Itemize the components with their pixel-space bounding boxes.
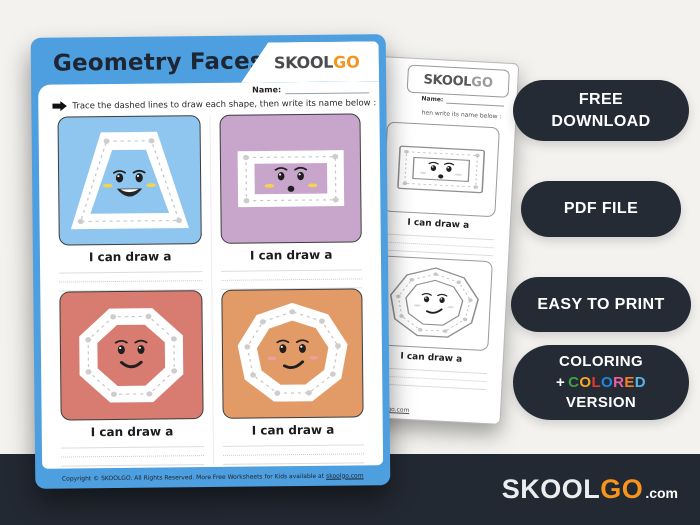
writing-lines: [60, 446, 204, 467]
caption-nonagon: I can draw a: [251, 422, 335, 438]
instruction-row: Trace the dashed lines to draw each shap…: [52, 97, 377, 112]
worksheet-preview-back: SKOOL GO Name: hen write its name below :: [228, 49, 520, 425]
cell-rectangle: I can draw a: [208, 113, 372, 290]
skoolgo-logo-part1: SKOOL: [273, 52, 334, 72]
back-caption-nonagon: I can draw a: [400, 351, 463, 365]
shape-card-nonagon: [220, 288, 364, 419]
shape-card-rectangle: [218, 113, 362, 244]
badge-easy-to-print: EASY TO PRINT: [511, 276, 691, 333]
footer-logo-suffix: .com: [645, 485, 678, 501]
name-label: Name:: [252, 85, 282, 95]
nonagon-shape: [237, 302, 348, 402]
back-instruction-text: hen write its name below :: [421, 109, 502, 121]
worksheet-preview-front: Geometry Faces SKOOL GO Name: Trace the d…: [30, 34, 391, 489]
worksheet-logo-tab: SKOOL GO: [241, 41, 379, 82]
rectangle-shape: [237, 150, 344, 208]
trapezoid-shape: [70, 131, 189, 230]
cell-octagon: I can draw a: [50, 290, 212, 467]
back-card-rectangle: [382, 121, 500, 218]
skoolgo-logo: SKOOL GO: [274, 52, 360, 72]
back-card-nonagon: [375, 255, 493, 352]
colored-word: COLORED: [568, 373, 646, 391]
back-name-line: [446, 96, 505, 107]
back-writing-lines: [373, 367, 488, 391]
shape-card-octagon: [59, 290, 204, 421]
name-line: [285, 84, 370, 95]
name-field: Name:: [252, 84, 370, 95]
badge-pdf-file: PDF FILE: [521, 181, 681, 237]
shape-card-trapezoid: [57, 115, 202, 246]
back-caption-rectangle: I can draw a: [407, 217, 470, 231]
writing-lines: [222, 444, 365, 465]
back-logo-tab: SKOOL GO: [406, 64, 510, 98]
octagon-shape: [79, 308, 184, 403]
back-cell-rectangle: I can draw a: [373, 121, 507, 261]
skoolgo-com-logo: SKOOL GO .com: [502, 474, 678, 505]
back-writing-lines: [380, 233, 495, 257]
skoolgo-logo-part2: GO: [333, 51, 360, 72]
writing-lines: [220, 269, 363, 290]
feature-badges: FREE DOWNLOAD PDF FILE EASY TO PRINT COL…: [506, 80, 696, 421]
card-grid: I can draw a: [48, 113, 374, 467]
nonagon-outline-shape: [389, 267, 479, 338]
footer-logo-part1: SKOOL: [501, 474, 601, 504]
back-card-grid: I can draw a: [239, 115, 507, 396]
caption-trapezoid: I can draw a: [88, 249, 172, 265]
plus-sign: +: [555, 373, 566, 391]
copyright-link: skoolgo.com: [326, 471, 364, 480]
rectangle-outline-shape: [397, 145, 486, 194]
caption-octagon: I can draw a: [90, 424, 174, 440]
worksheet-title: Geometry Faces: [52, 48, 264, 77]
instruction-text: Trace the dashed lines to draw each shap…: [72, 97, 377, 111]
badge-free-download: FREE DOWNLOAD: [513, 80, 689, 142]
skoolgo-logo-back-part2: GO: [470, 74, 494, 91]
skoolgo-logo-back-part1: SKOOL: [423, 71, 472, 90]
caption-rectangle: I can draw a: [249, 247, 333, 263]
back-name-label: Name:: [421, 95, 444, 104]
cell-trapezoid: I can draw a: [48, 115, 210, 292]
writing-lines: [59, 271, 202, 292]
arrow-icon: [52, 101, 67, 112]
back-cell-nonagon: I can draw a: [366, 255, 500, 395]
footer-logo-part2: GO: [600, 474, 644, 504]
badge-coloring-version: COLORING + COLORED VERSION: [513, 345, 689, 421]
copyright: Copyright © SKOOLGO. All Rights Reserved…: [61, 471, 364, 483]
worksheet-content-panel: Name: Trace the dashed lines to draw eac…: [38, 81, 384, 469]
cell-nonagon: I can draw a: [210, 288, 374, 465]
